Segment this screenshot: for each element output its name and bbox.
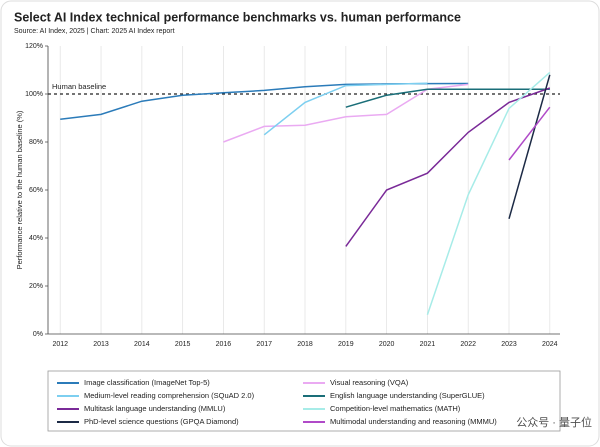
y-tick-label: 40% <box>29 235 43 242</box>
chart-title: Select AI Index technical performance be… <box>14 10 461 24</box>
x-tick-label: 2018 <box>297 341 313 348</box>
legend-label: Medium-level reading comprehension (SQuA… <box>84 391 255 400</box>
y-tick-label: 20% <box>29 283 43 290</box>
x-tick-label: 2013 <box>93 341 109 348</box>
series-line <box>263 82 428 136</box>
x-tick-label: 2014 <box>134 341 150 348</box>
legend-label: Visual reasoning (VQA) <box>330 378 409 387</box>
x-tick-label: 2017 <box>256 341 272 348</box>
y-tick-label: 80% <box>29 139 43 146</box>
series-line <box>508 74 551 220</box>
series-line <box>345 88 550 108</box>
legend-label: English language understanding (SuperGLU… <box>330 391 485 400</box>
x-tick-label: 2016 <box>216 341 232 348</box>
legend-label: Multimodal understanding and reasoning (… <box>330 417 497 426</box>
series-line <box>345 87 551 247</box>
y-tick-label: 120% <box>25 43 43 50</box>
human-baseline-label: Human baseline <box>52 82 106 91</box>
y-axis-label: Performance relative to the human baseli… <box>15 110 24 269</box>
x-tick-label: 2022 <box>460 341 476 348</box>
legend-label: PhD-level science questions (GPQA Diamon… <box>84 417 239 426</box>
series-line <box>426 71 551 316</box>
legend-label: Multitask language understanding (MMLU) <box>84 404 226 413</box>
legend-label: Competition-level mathematics (MATH) <box>330 404 461 413</box>
x-tick-label: 2015 <box>175 341 191 348</box>
x-tick-label: 2020 <box>379 341 395 348</box>
x-tick-label: 2021 <box>420 341 436 348</box>
x-tick-label: 2019 <box>338 341 354 348</box>
legend-label: Image classification (ImageNet Top-5) <box>84 378 210 387</box>
series-line <box>508 106 551 161</box>
x-tick-label: 2024 <box>542 341 558 348</box>
watermark: 公众号 · 量子位 <box>516 415 592 429</box>
y-tick-label: 0% <box>33 331 43 338</box>
y-tick-label: 100% <box>25 91 43 98</box>
chart-subtitle: Source: AI Index, 2025 | Chart: 2025 AI … <box>14 28 175 35</box>
x-tick-label: 2023 <box>501 341 517 348</box>
x-tick-label: 2012 <box>52 341 68 348</box>
y-tick-label: 60% <box>29 187 43 194</box>
legend-box <box>47 370 561 432</box>
